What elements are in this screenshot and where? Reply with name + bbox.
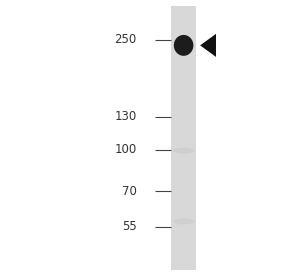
Text: 70: 70: [122, 185, 137, 198]
Text: 55: 55: [122, 220, 137, 233]
Ellipse shape: [174, 35, 194, 56]
Ellipse shape: [173, 148, 194, 154]
Bar: [171, 6, 196, 270]
Text: 100: 100: [115, 143, 137, 156]
Ellipse shape: [173, 218, 194, 224]
Text: 250: 250: [115, 33, 137, 46]
Text: 130: 130: [115, 110, 137, 123]
Polygon shape: [200, 34, 216, 57]
